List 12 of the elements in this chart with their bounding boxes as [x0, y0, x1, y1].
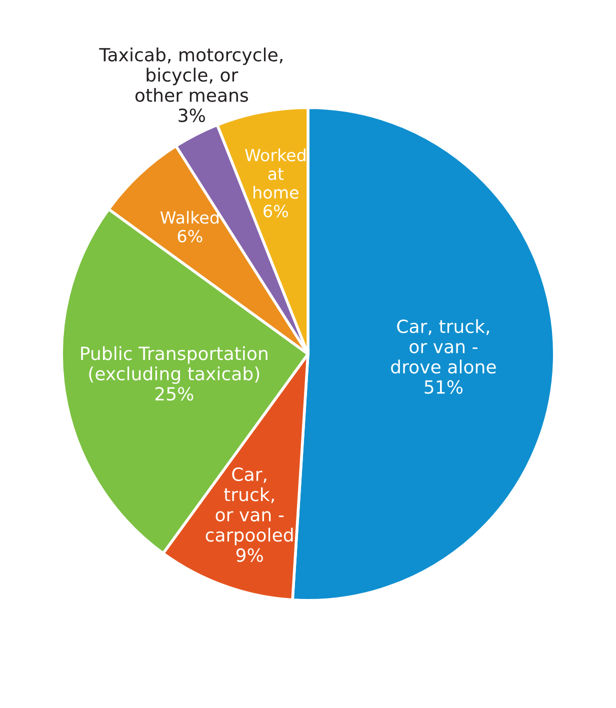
data-label: 6%: [264, 204, 288, 218]
slice-label: Car, truck, or van - drove alone: [391, 319, 496, 374]
data-label: 51%: [424, 380, 463, 394]
slice-label: Public Transportation (excluding taxicab): [81, 346, 268, 384]
slice-label: Worked at home: [245, 148, 306, 199]
slice-label: Car, truck, or van - carpooled: [206, 467, 293, 546]
data-label: 25%: [155, 387, 194, 401]
slice-label: Walked: [160, 210, 218, 224]
data-label: 6%: [178, 230, 202, 242]
data-label: 9%: [236, 548, 263, 562]
slice-label: Taxicab, motorcycle, bicycle, or other means: [99, 48, 282, 102]
data-label: 3%: [178, 108, 205, 122]
